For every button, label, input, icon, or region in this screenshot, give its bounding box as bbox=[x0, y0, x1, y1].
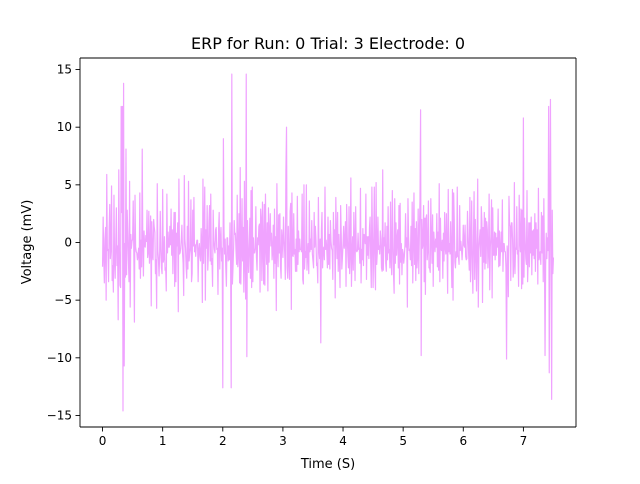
y-tick-label: −15 bbox=[47, 408, 72, 422]
y-tick-label: 15 bbox=[57, 63, 72, 77]
y-tick-label: −10 bbox=[47, 351, 72, 365]
y-tick-label: 0 bbox=[64, 236, 72, 250]
x-tick-label: 4 bbox=[339, 434, 347, 448]
series-line bbox=[101, 73, 555, 412]
x-tick-label: 6 bbox=[459, 434, 467, 448]
axes-layer: 0 1 2 3 4 5 6 7 −15 −10 −5 0 5 10 15 bbox=[47, 57, 577, 448]
x-tick-label: 0 bbox=[99, 434, 107, 448]
x-tick-label: 7 bbox=[520, 434, 528, 448]
x-tick-label: 3 bbox=[279, 434, 287, 448]
y-tick-label: 10 bbox=[57, 120, 72, 134]
chart-title: ERP for Run: 0 Trial: 3 Electrode: 0 bbox=[191, 34, 465, 53]
x-axis-label: Time (S) bbox=[300, 457, 355, 472]
x-tick-label: 1 bbox=[159, 434, 167, 448]
x-tick-label: 2 bbox=[219, 434, 227, 448]
y-tick-label: −5 bbox=[54, 293, 72, 307]
series-layer bbox=[101, 73, 555, 412]
y-axis-label: Voltage (mV) bbox=[20, 200, 35, 285]
x-tick-label: 5 bbox=[399, 434, 407, 448]
y-tick-label: 5 bbox=[64, 178, 72, 192]
